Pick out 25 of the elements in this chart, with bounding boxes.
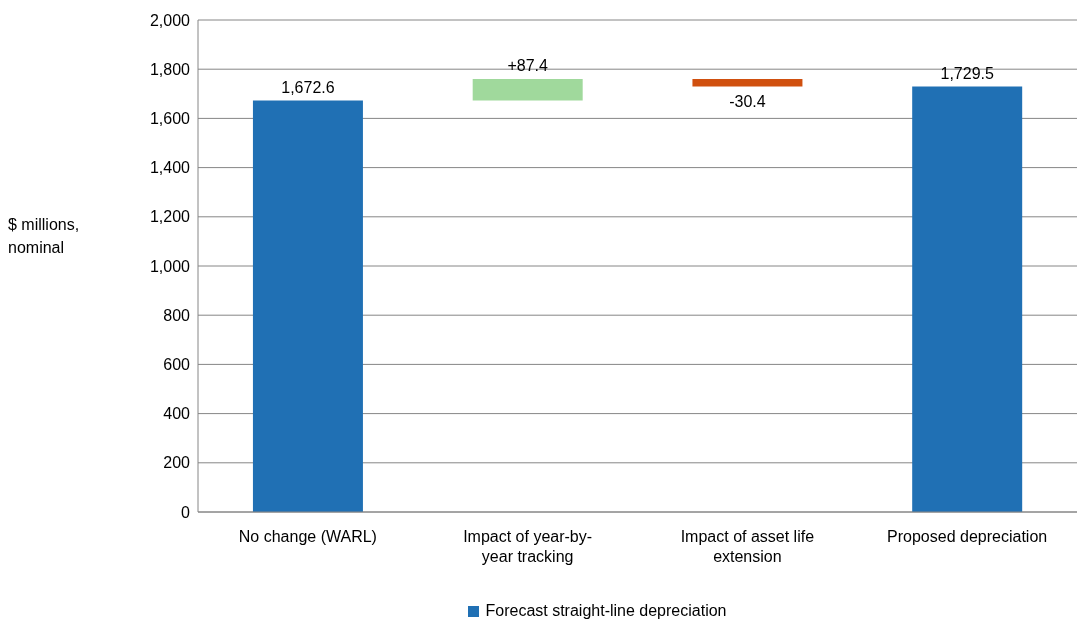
y-axis-title: $ millions, nominal [8,215,81,258]
x-tick-label: Impact of year-by-year tracking [463,528,593,565]
y-tick-label: 0 [181,503,191,521]
y-tick-label: 2,000 [149,11,191,29]
y-tick-label: 1,200 [149,208,191,226]
x-tick-label: Impact of asset life extension [680,528,815,565]
bar [912,86,1023,512]
legend-label: Forecast straight-line depreciation [484,602,727,620]
bar [472,79,583,101]
data-label: +87.4 [507,57,549,75]
y-tick-label: 400 [163,405,191,423]
x-tick-label: No change (WARL) [238,528,377,545]
data-label: 1,672.6 [281,78,335,96]
y-tick-label: 1,400 [149,159,191,177]
y-tick-label: 800 [163,306,191,324]
data-label: -30.4 [729,92,766,110]
y-tick-label: 1,800 [149,60,191,78]
bar [252,100,363,512]
y-tick-label: 600 [163,356,191,374]
x-tick-label: Proposed depreciation [887,528,1048,545]
y-tick-label: 200 [163,454,191,472]
bar [692,79,803,87]
y-tick-label: 1,000 [149,257,191,275]
data-label: 1,729.5 [940,64,994,82]
y-tick-label: 1,600 [149,110,191,128]
